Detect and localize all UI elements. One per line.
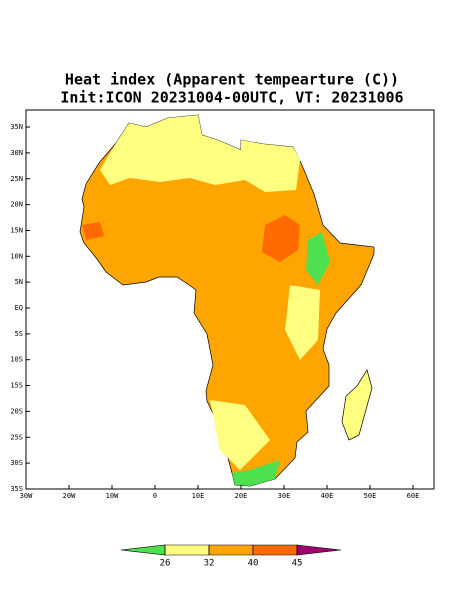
lon-label: 40E bbox=[321, 492, 334, 500]
lat-label: EQ bbox=[15, 304, 23, 312]
lat-label: 10N bbox=[10, 252, 23, 260]
lon-label: 10W bbox=[106, 492, 119, 500]
madagascar bbox=[341, 369, 373, 441]
lat-label: 15N bbox=[10, 226, 23, 234]
lat-label: 25S bbox=[10, 433, 23, 441]
colorbar: 26 32 40 45 bbox=[120, 544, 342, 569]
lat-label: 20N bbox=[10, 201, 23, 209]
colorbar-swatch bbox=[164, 544, 210, 556]
hot-sudan bbox=[262, 215, 300, 262]
title: Heat index (Apparent tempearture (C)) bbox=[65, 71, 399, 89]
colorbar-label: 32 bbox=[204, 559, 215, 569]
lon-label: 30E bbox=[278, 492, 291, 500]
lat-label: 35S bbox=[10, 485, 23, 493]
lat-label: 10S bbox=[10, 356, 23, 364]
lat-label: 35N bbox=[10, 123, 23, 131]
lon-label: 60E bbox=[407, 492, 420, 500]
lat-label: 5N bbox=[15, 278, 23, 286]
lon-label: 30W bbox=[20, 492, 33, 500]
colorbar-label: 26 bbox=[160, 559, 171, 569]
axes: 35N 30N 25N 20N 15N 10N 5N EQ 5S 10S 15S 20S 25S 30S 3… bbox=[10, 123, 419, 500]
lon-label: 20W bbox=[63, 492, 76, 500]
lon-label: 0 bbox=[153, 492, 157, 500]
cool-south bbox=[210, 400, 270, 470]
lon-label: 20E bbox=[235, 492, 248, 500]
colorbar-swatch bbox=[120, 544, 166, 556]
cool-east bbox=[285, 285, 320, 360]
lat-label: 30N bbox=[10, 149, 23, 157]
north-cooler-zone bbox=[100, 115, 300, 192]
cool-cape bbox=[232, 460, 280, 486]
lon-label: 50E bbox=[364, 492, 377, 500]
lat-label: 25N bbox=[10, 175, 23, 183]
colorbar-label: 45 bbox=[292, 559, 303, 569]
hot-senegal bbox=[82, 222, 104, 240]
lat-label: 5S bbox=[15, 330, 23, 338]
lat-label: 20S bbox=[10, 407, 23, 415]
lon-label: 10E bbox=[192, 492, 205, 500]
lat-label: 15S bbox=[10, 382, 23, 390]
colorbar-swatch bbox=[208, 544, 254, 556]
lat-label: 30S bbox=[10, 459, 23, 467]
cool-ethiopia bbox=[306, 232, 330, 285]
subtitle: Init:ICON 20231004-00UTC, VT: 20231006 bbox=[60, 89, 403, 107]
africa bbox=[79, 114, 375, 487]
colorbar-swatch bbox=[252, 544, 298, 556]
colorbar-swatch bbox=[296, 544, 342, 556]
colorbar-label: 40 bbox=[248, 559, 259, 569]
